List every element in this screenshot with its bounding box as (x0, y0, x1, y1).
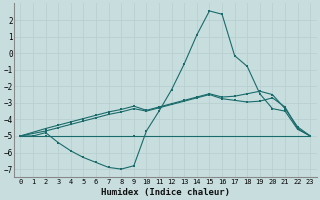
X-axis label: Humidex (Indice chaleur): Humidex (Indice chaleur) (101, 188, 230, 197)
